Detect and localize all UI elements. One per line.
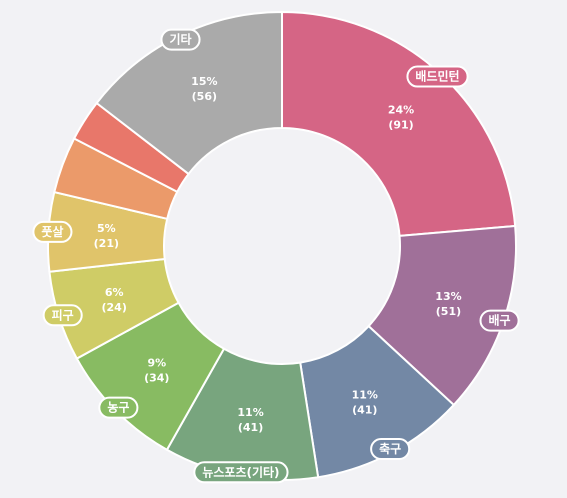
category-label-2: 축구 [370,437,411,460]
svg-text:풋살: 풋살 [41,224,63,239]
percent-label-9: 15% [191,75,217,88]
value-label-3: (41) [238,421,263,434]
svg-text:배드민턴: 배드민턴 [415,69,459,84]
percent-label-5: 6% [105,286,124,299]
value-label-5: (24) [101,301,126,314]
category-label-0: 배드민턴 [406,65,469,88]
svg-text:축구: 축구 [379,441,401,456]
slice-9[interactable] [95,10,283,176]
percent-label-6: 5% [97,222,116,235]
category-label-3: 뉴스포츠(기타) [193,461,289,484]
value-label-2: (41) [352,403,377,416]
percent-label-1: 13% [435,290,461,303]
percent-label-3: 11% [237,406,263,419]
svg-text:농구: 농구 [107,401,129,415]
svg-text:기타: 기타 [169,32,191,47]
value-label-9: (56) [192,90,217,103]
category-label-4: 농구 [98,396,139,419]
percent-label-4: 9% [147,357,166,370]
category-label-5: 피구 [42,304,83,327]
percent-label-0: 24% [388,103,414,116]
slice-0[interactable] [281,10,517,237]
svg-text:배구: 배구 [489,313,511,328]
value-label-6: (21) [94,237,119,250]
value-label-4: (34) [144,372,169,385]
value-label-0: (91) [388,118,413,131]
svg-text:피구: 피구 [52,307,74,322]
category-label-9: 기타 [160,28,201,51]
category-label-1: 배구 [479,309,520,332]
svg-text:뉴스포츠(기타): 뉴스포츠(기타) [202,464,279,479]
value-label-1: (51) [436,305,461,318]
percent-label-2: 11% [352,388,378,401]
category-label-6: 풋살 [32,220,73,243]
